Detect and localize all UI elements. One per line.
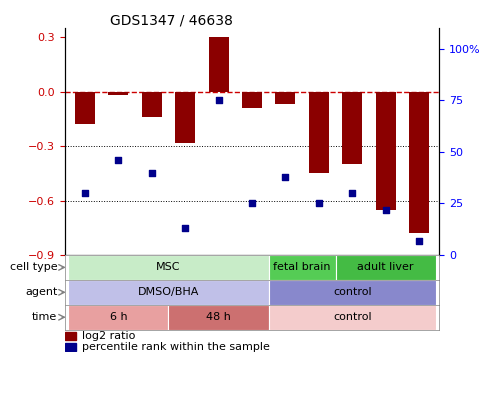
Bar [68, 305, 169, 330]
Point [148, 169, 156, 176]
Bar [75, 92, 95, 124]
Text: MSC: MSC [156, 262, 181, 273]
Point [81, 190, 89, 196]
Text: control: control [333, 312, 372, 322]
Bar [268, 280, 436, 305]
Point [415, 237, 423, 244]
Text: 6 h: 6 h [109, 312, 127, 322]
Bar [68, 280, 268, 305]
Text: DMSO/BHA: DMSO/BHA [138, 287, 199, 297]
Text: 48 h: 48 h [206, 312, 231, 322]
Text: time: time [32, 312, 57, 322]
Point [181, 225, 189, 231]
Bar [108, 92, 128, 96]
Bar [376, 92, 396, 210]
Bar [335, 255, 436, 280]
Bar [309, 92, 329, 173]
Bar [68, 255, 268, 280]
Text: log2 ratio: log2 ratio [82, 331, 135, 341]
Point [281, 173, 289, 180]
Point [215, 97, 223, 104]
Text: agent: agent [25, 287, 57, 297]
Bar [342, 92, 362, 164]
Text: percentile rank within the sample: percentile rank within the sample [82, 342, 269, 352]
Bar [175, 92, 195, 143]
Bar [275, 92, 295, 104]
Point [315, 200, 323, 207]
Text: control: control [333, 287, 372, 297]
Point [348, 190, 356, 196]
Bar [409, 92, 429, 233]
Bar [169, 305, 268, 330]
Point [248, 200, 256, 207]
Bar [268, 305, 436, 330]
Bar [142, 92, 162, 117]
Bar [65, 343, 76, 351]
Bar [65, 332, 76, 340]
Text: adult liver: adult liver [357, 262, 414, 273]
Text: cell type: cell type [10, 262, 57, 273]
Point [382, 207, 390, 213]
Point [114, 157, 122, 163]
Text: GDS1347 / 46638: GDS1347 / 46638 [110, 13, 233, 27]
Bar [209, 37, 229, 92]
Bar [268, 255, 335, 280]
Bar [242, 92, 262, 108]
Text: fetal brain: fetal brain [273, 262, 331, 273]
